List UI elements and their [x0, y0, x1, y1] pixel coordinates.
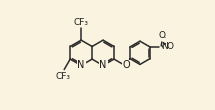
Text: CF₃: CF₃: [74, 18, 89, 27]
Text: N: N: [77, 61, 85, 70]
Text: N: N: [161, 42, 167, 51]
Text: O: O: [158, 31, 165, 40]
Text: -: -: [164, 35, 166, 40]
Text: CF₃: CF₃: [56, 72, 71, 81]
Text: O: O: [123, 61, 131, 70]
Text: O: O: [166, 42, 174, 51]
Text: N: N: [99, 61, 107, 70]
Text: •: •: [163, 42, 167, 48]
